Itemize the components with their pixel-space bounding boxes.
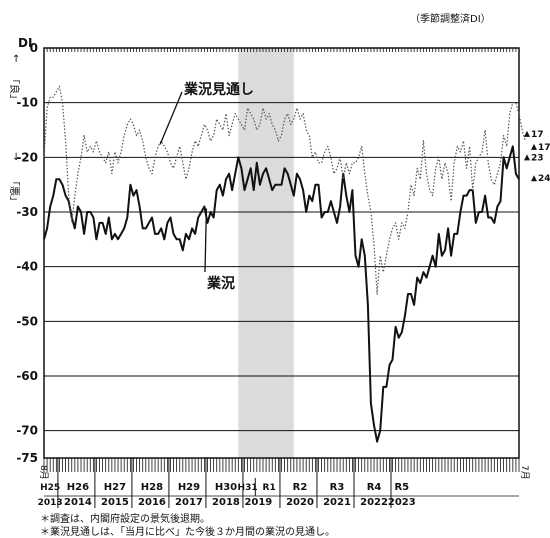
x-year-label: 2023	[388, 497, 416, 508]
x-year-label: 2021	[323, 497, 351, 508]
x-start-label-group: 8月	[38, 465, 49, 480]
x-year-label: 2022	[360, 497, 388, 508]
end-value-label: 24	[538, 174, 550, 184]
x-year-label: 2020	[286, 497, 314, 508]
series-label-gyokyo-mitoshi: 業況見通し	[183, 81, 254, 98]
y-tick-label: -50	[16, 314, 38, 328]
x-year-label: 2017	[175, 497, 203, 508]
x-era-label: R4	[367, 482, 382, 493]
y-tick-label: -70	[16, 424, 38, 438]
x-era-label: H29	[178, 482, 200, 493]
series-callout-line	[204, 208, 208, 273]
end-value-marker	[524, 130, 530, 137]
y-down-label-group: 「悪」	[8, 176, 20, 206]
label-layer: 0 -10 -20 -30 -40 -50 -60 -70 -75 DI ↑ 「良」 ↓ 「悪」 8月 7月 H…	[8, 36, 550, 508]
x-era-label: H26	[67, 482, 89, 493]
footnote-2: ＊業況見通しは、「当月に比べ」た今後３か月間の業況の見通し。	[40, 527, 335, 538]
y-up-arrow: ↑	[12, 54, 20, 65]
axis-layer	[43, 48, 520, 508]
end-value-label: 17	[538, 143, 550, 153]
y-tick-label: -60	[16, 369, 38, 383]
y-down-arrow: ↓	[12, 152, 20, 163]
y-axis-title: DI	[18, 36, 32, 50]
x-era-label: R2	[293, 482, 308, 493]
footnote-1: ＊調査は、内閣府設定の景気後退期。	[40, 514, 210, 525]
x-year-label: 2015	[101, 497, 129, 508]
end-value-marker	[531, 175, 537, 182]
series-callout-line	[159, 91, 183, 145]
x-year-label: 2013	[38, 498, 63, 508]
series-layer	[43, 85, 526, 443]
x-year-label: 2014	[64, 497, 92, 508]
x-year-label: 2019	[244, 497, 272, 508]
unit-note: （季節調整済DI）	[410, 14, 491, 25]
x-era-label: H25	[40, 483, 60, 493]
y-down-label: 「悪」	[8, 176, 20, 206]
y-tick-label: -20	[16, 150, 38, 164]
x-era-label: R5	[394, 482, 409, 493]
series-label-gyokyo: 業況	[206, 275, 235, 292]
x-year-label: 2018	[212, 497, 240, 508]
x-end-label-group: 7月	[519, 465, 530, 480]
y-up-label-group: 「良」	[8, 74, 21, 104]
y-up-label: 「良」	[8, 74, 21, 104]
series-line-gyokyo	[43, 145, 520, 443]
x-era-label: R3	[330, 482, 345, 493]
x-year-label: 2016	[138, 497, 166, 508]
x-era-label: H28	[141, 482, 163, 493]
y-tick-label: -10	[16, 96, 38, 110]
y-tick-label: 0	[30, 41, 38, 55]
recession-band-layer	[238, 48, 294, 458]
end-value-label: 23	[531, 153, 544, 163]
end-value-marker	[531, 143, 537, 150]
x-end-label: 7月	[519, 465, 530, 480]
recession-band	[238, 48, 294, 458]
x-era-label: R1	[263, 483, 276, 493]
y-tick-label: -30	[16, 205, 38, 219]
x-era-label: H31	[238, 483, 258, 493]
x-era-label: H27	[104, 482, 126, 493]
y-tick-label: -75	[16, 451, 38, 465]
y-tick-label: -40	[16, 260, 38, 274]
end-value-label: 17	[531, 130, 544, 140]
x-start-label: 8月	[38, 465, 49, 480]
end-value-marker	[524, 154, 530, 161]
x-era-label: H30	[215, 482, 237, 493]
